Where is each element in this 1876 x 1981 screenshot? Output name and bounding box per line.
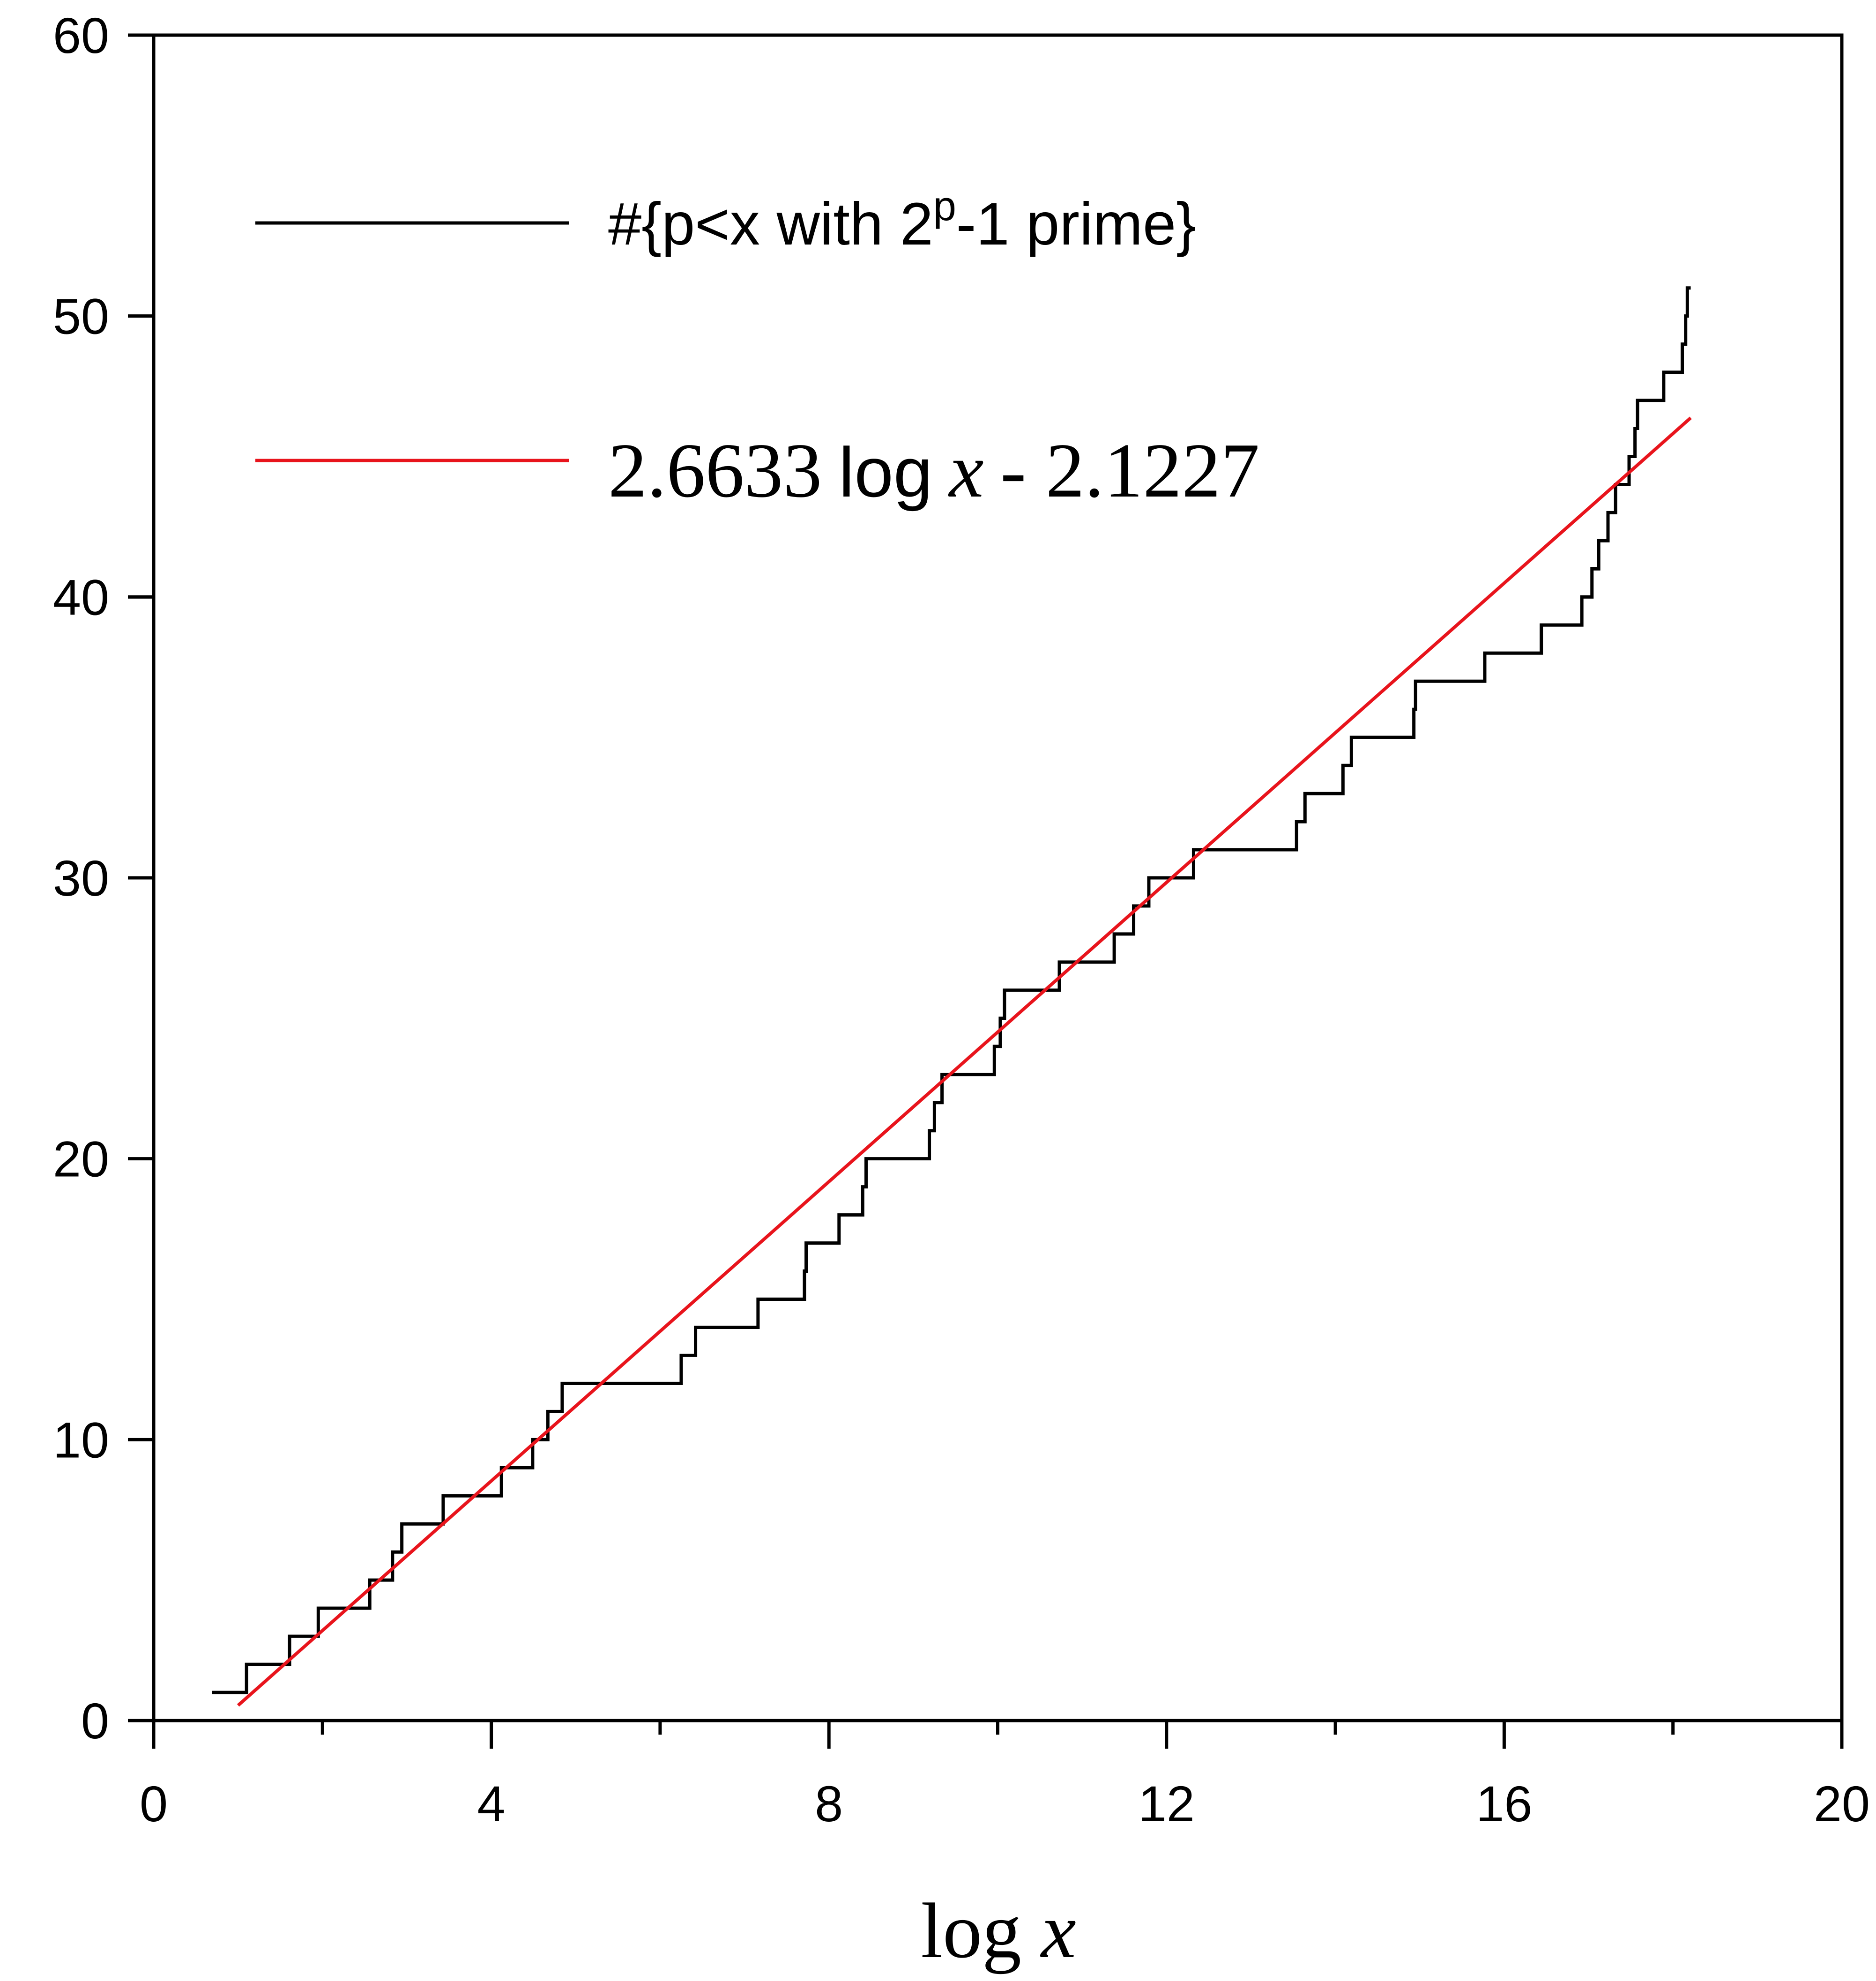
y-tick-label-20: 20 xyxy=(53,1131,109,1187)
legend-label-fit-fn: log xyxy=(839,433,932,512)
legend-label-mersenne-count-pre: #{p<x with 2 xyxy=(608,191,933,258)
y-tick-label-30: 30 xyxy=(53,850,109,906)
x-tick-label-4: 4 xyxy=(477,1775,506,1832)
y-tick-label-60: 60 xyxy=(53,7,109,64)
x-tick-label-16: 16 xyxy=(1476,1775,1532,1832)
legend-label-fit-coef: 2.6633 xyxy=(608,427,822,513)
legend: #{p<x with 2p-1 prime} 2.6633 log x - 2.… xyxy=(255,183,1259,513)
legend-label-mersenne-count-post: -1 prime} xyxy=(956,191,1196,258)
x-tick-label-20: 20 xyxy=(1814,1775,1870,1832)
x-tick-label-8: 8 xyxy=(815,1775,843,1832)
x-tick-label-12: 12 xyxy=(1139,1775,1195,1832)
series-fit-line xyxy=(237,416,1692,1707)
x-axis-label-prefix: log xyxy=(921,1887,1021,1974)
legend-label-mersenne-count: #{p<x with 2p-1 prime} xyxy=(608,183,1196,258)
y-axis-tick-labels: 0 10 20 30 40 50 60 xyxy=(53,7,109,1749)
x-axis-ticks xyxy=(152,1721,1844,1749)
y-tick-label-10: 10 xyxy=(53,1411,109,1468)
legend-label-fit-rest: - 2.1227 xyxy=(1000,427,1259,513)
x-axis-tick-labels: 0 4 8 12 16 20 xyxy=(140,1775,1870,1832)
y-tick-label-50: 50 xyxy=(53,288,109,345)
legend-label-fit-var: x xyxy=(948,427,984,513)
legend-label-fit: 2.6633 log x - 2.1227 xyxy=(608,427,1259,513)
legend-label-mersenne-count-sup: p xyxy=(933,183,956,229)
y-axis-ticks xyxy=(128,33,154,1722)
x-axis-label-var: x xyxy=(1040,1887,1076,1974)
x-axis-label: log x xyxy=(921,1887,1076,1974)
series-mersenne-count-line xyxy=(212,286,1691,1694)
x-tick-label-0: 0 xyxy=(140,1775,168,1832)
y-tick-label-0: 0 xyxy=(81,1692,109,1749)
y-tick-label-40: 40 xyxy=(53,569,109,625)
